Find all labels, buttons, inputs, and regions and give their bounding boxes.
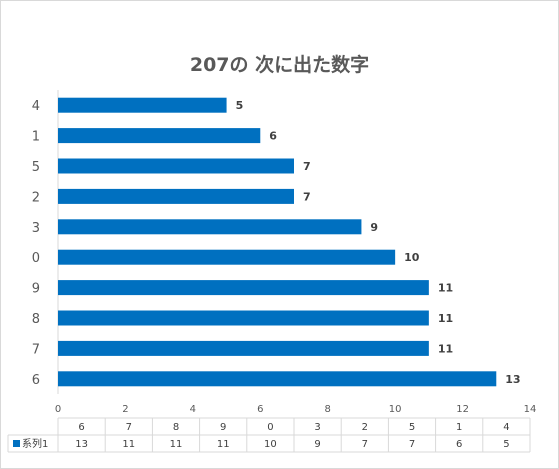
category-label-0: 0	[32, 251, 40, 266]
table-value-cell-0: 10	[264, 439, 277, 450]
category-label-4: 4	[32, 99, 40, 114]
table-header-cell-6: 6	[78, 422, 84, 433]
table-value-cell-4: 5	[503, 439, 509, 450]
table-value-cell-6: 13	[75, 439, 88, 450]
table-value-cell-2: 7	[362, 439, 368, 450]
table-value-cell-7: 11	[122, 439, 135, 450]
bar-9	[58, 280, 429, 296]
table-value-cell-1: 6	[456, 439, 462, 450]
chart-title: 207の 次に出た数字	[189, 54, 370, 76]
data-label-3: 9	[370, 221, 378, 234]
x-tick-label-6: 6	[257, 404, 263, 415]
x-tick-label-8: 8	[325, 404, 331, 415]
bar-1	[58, 128, 261, 144]
bar-3	[58, 219, 362, 235]
table-header-cell-8: 8	[173, 422, 179, 433]
table-header-cell-1: 1	[456, 422, 462, 433]
legend-key	[13, 440, 20, 447]
data-label-4: 5	[236, 99, 244, 112]
category-label-2: 2	[32, 190, 40, 205]
table-header-cell-9: 9	[220, 422, 226, 433]
legend-series-name: 系列1	[22, 437, 48, 450]
data-label-0: 10	[404, 251, 420, 264]
x-tick-label-4: 4	[190, 404, 196, 415]
bar-7	[58, 340, 429, 356]
data-label-6: 13	[505, 373, 520, 386]
data-label-1: 6	[269, 130, 277, 143]
data-label-5: 7	[303, 160, 311, 173]
x-tick-label-12: 12	[456, 404, 469, 415]
category-label-3: 3	[32, 221, 40, 236]
table-header-cell-3: 3	[314, 422, 320, 433]
bar-6	[58, 371, 497, 387]
category-label-5: 5	[32, 160, 40, 175]
category-label-9: 9	[32, 282, 40, 297]
bar-4	[58, 97, 227, 113]
data-label-7: 11	[438, 342, 453, 355]
bar-5	[58, 158, 294, 174]
table-value-cell-5: 7	[409, 439, 415, 450]
table-header-cell-4: 4	[503, 422, 509, 433]
table-value-cell-8: 11	[170, 439, 183, 450]
x-tick-label-2: 2	[122, 404, 128, 415]
category-label-6: 6	[32, 373, 40, 388]
table-header-cell-7: 7	[126, 422, 132, 433]
x-tick-label-0: 0	[55, 404, 61, 415]
data-label-9: 11	[438, 282, 453, 295]
table-header-cell-0: 0	[267, 422, 273, 433]
bar-8	[58, 310, 429, 326]
table-value-cell-9: 11	[217, 439, 230, 450]
bar-0	[58, 249, 396, 265]
x-tick-label-14: 14	[524, 404, 537, 415]
data-label-8: 11	[438, 312, 453, 325]
x-tick-label-10: 10	[389, 404, 402, 415]
category-label-7: 7	[32, 342, 40, 357]
category-label-8: 8	[32, 312, 40, 327]
table-value-cell-3: 9	[314, 439, 320, 450]
category-label-1: 1	[32, 130, 40, 145]
table-header-cell-5: 5	[409, 422, 415, 433]
data-label-2: 7	[303, 190, 311, 203]
table-header-cell-2: 2	[362, 422, 368, 433]
bar-2	[58, 188, 294, 204]
